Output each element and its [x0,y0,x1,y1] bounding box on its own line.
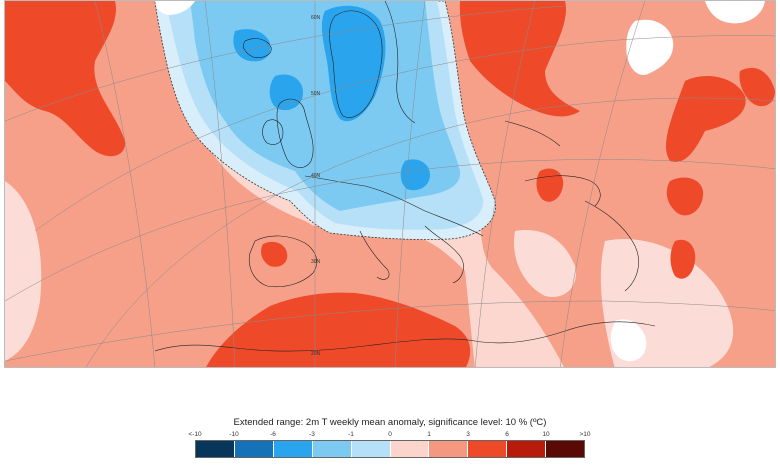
legend-swatch-8 [506,441,546,457]
legend-tick: -10 [229,431,239,438]
legend-tick: -6 [270,431,276,438]
legend-title: Extended range: 2m T weekly mean anomaly… [233,417,547,428]
legend-swatch-2 [272,441,312,457]
anomaly-map[interactable]: 60N 50N 40N 30N 20N [4,0,776,368]
legend-tick: 3 [466,431,470,438]
anomaly-region-red-east-2 [739,67,775,107]
anomaly-region-red-turkey [536,168,564,202]
legend-swatch-4 [350,441,390,457]
anomaly-region-red-east-3 [666,177,704,216]
anomaly-region-red-east-1 [665,76,746,162]
lat-label: 20N [311,351,321,357]
legend-tick: -3 [309,431,315,438]
anomaly-region-lightpink-1 [5,181,42,361]
nonsignificant-region-2 [705,1,765,24]
anomaly-region-red-sahara [206,292,471,367]
anomaly-region-red-russia [459,1,580,117]
anomaly-region-red-greenland [5,1,126,157]
anomaly-region-cold-strong-2 [321,5,386,122]
anomaly-region-cold-strong-4 [269,74,303,111]
legend-tick: >10 [579,431,591,438]
legend-colorbar [195,440,585,458]
legend-tick: 0 [388,431,392,438]
legend-tick: <-10 [188,431,202,438]
lat-label: 40N [311,173,321,179]
coastlines [154,1,656,352]
legend-swatch-3 [311,441,351,457]
anomaly-region-cold-strong-3 [400,159,430,191]
legend-swatch-1 [233,441,273,457]
legend-tick: 1 [427,431,431,438]
legend-swatch-6 [428,441,468,457]
legend-tick: -1 [348,431,354,438]
anomaly-region-lightpink-3 [514,230,576,297]
legend-swatch-5 [389,441,429,457]
legend-tick: 6 [505,431,509,438]
lat-label: 50N [311,91,321,97]
anomaly-region-red-iberia [261,241,288,267]
anomaly-region-red-east-4 [670,239,696,279]
legend-swatch-7 [467,441,507,457]
anomaly-region-cold-strong-1 [233,29,271,62]
nonsignificant-region-1 [626,19,674,76]
legend-swatch-9 [545,441,585,457]
graticule [5,1,775,367]
legend-tick: 10 [542,431,550,438]
nonsignificant-region-3 [610,319,647,362]
nonsignificant-region-4 [155,1,195,15]
lat-label: 30N [311,259,321,265]
latitude-labels: 60N 50N 40N 30N 20N [311,15,321,357]
lat-label: 60N [311,15,321,21]
legend-swatch-0 [196,441,234,457]
